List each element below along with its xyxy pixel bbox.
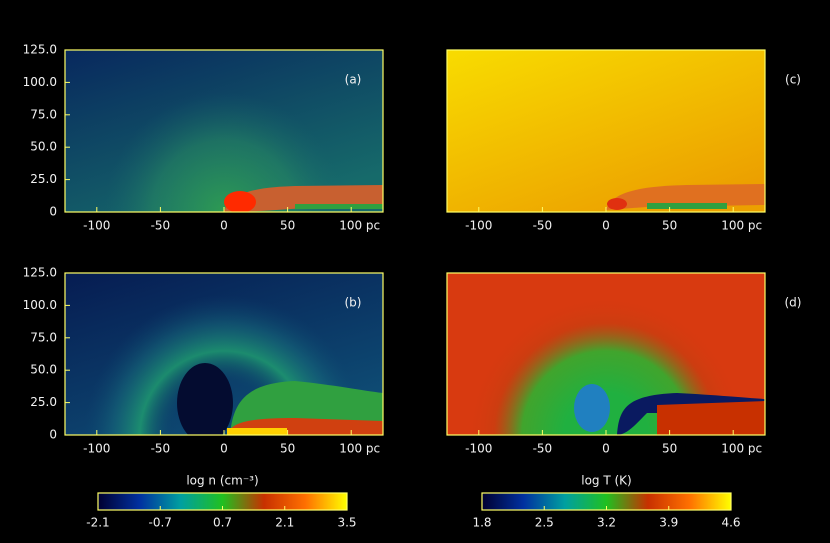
x-tick-label: 100 pc [339,442,380,456]
panel-label: (d) [785,296,802,310]
x-tick-label: 0 [220,442,228,456]
x-tick-label: -50 [151,442,171,456]
field-b [65,273,383,435]
panel-label: (b) [345,296,362,310]
x-tick-label: 50 [280,442,295,456]
field-a [65,50,383,212]
x-tick-label: 50 [662,219,677,233]
colorbar-tick-label: 2.1 [275,516,294,530]
x-tick-label: 50 [280,219,295,233]
colorbar-title: log n (cm⁻³) [186,474,258,488]
x-tick-label: 100 pc [339,219,380,233]
y-tick-label: 25.0 [30,172,57,186]
field-d [447,273,765,435]
x-tick-label: -50 [533,442,553,456]
colorbar-tick-label: -2.1 [86,516,109,530]
y-tick-label: 125.0 [23,43,57,57]
y-tick-label: 125.0 [23,266,57,280]
x-tick-label: -50 [533,219,553,233]
x-tick-label: 0 [602,219,610,233]
y-tick-label: 25.0 [30,395,57,409]
colorbar-tick-label: 2.5 [535,516,554,530]
x-tick-label: -100 [465,442,492,456]
colorbar-tick-label: 3.9 [659,516,678,530]
x-tick-label: 0 [602,442,610,456]
x-tick-label: 100 pc [721,442,762,456]
y-tick-label: 100.0 [23,298,57,312]
x-tick-label: -100 [465,219,492,233]
y-tick-label: 0 [49,205,57,219]
x-tick-label: 100 pc [721,219,762,233]
y-tick-label: 50.0 [30,140,57,154]
x-tick-label: -50 [151,219,171,233]
x-tick-label: 0 [220,219,228,233]
colorbar-tick-label: -0.7 [149,516,172,530]
y-tick-label: 50.0 [30,363,57,377]
y-tick-label: 75.0 [30,107,57,121]
y-tick-label: 0 [49,428,57,442]
colorbar-tick-label: 4.6 [721,516,740,530]
colorbar-tick-label: 0.7 [213,516,232,530]
x-tick-label: 50 [662,442,677,456]
field-c [447,50,765,212]
x-tick-label: -100 [83,442,110,456]
colorbar-tick-label: 3.2 [597,516,616,530]
colorbar-tick-label: 1.8 [472,516,491,530]
colorbar-title: log T (K) [581,474,631,488]
y-tick-label: 100.0 [23,75,57,89]
x-tick-label: -100 [83,219,110,233]
panel-label: (a) [345,73,362,87]
y-tick-label: 75.0 [30,330,57,344]
panel-label: (c) [785,73,801,87]
colorbar-tick-label: 3.5 [337,516,356,530]
